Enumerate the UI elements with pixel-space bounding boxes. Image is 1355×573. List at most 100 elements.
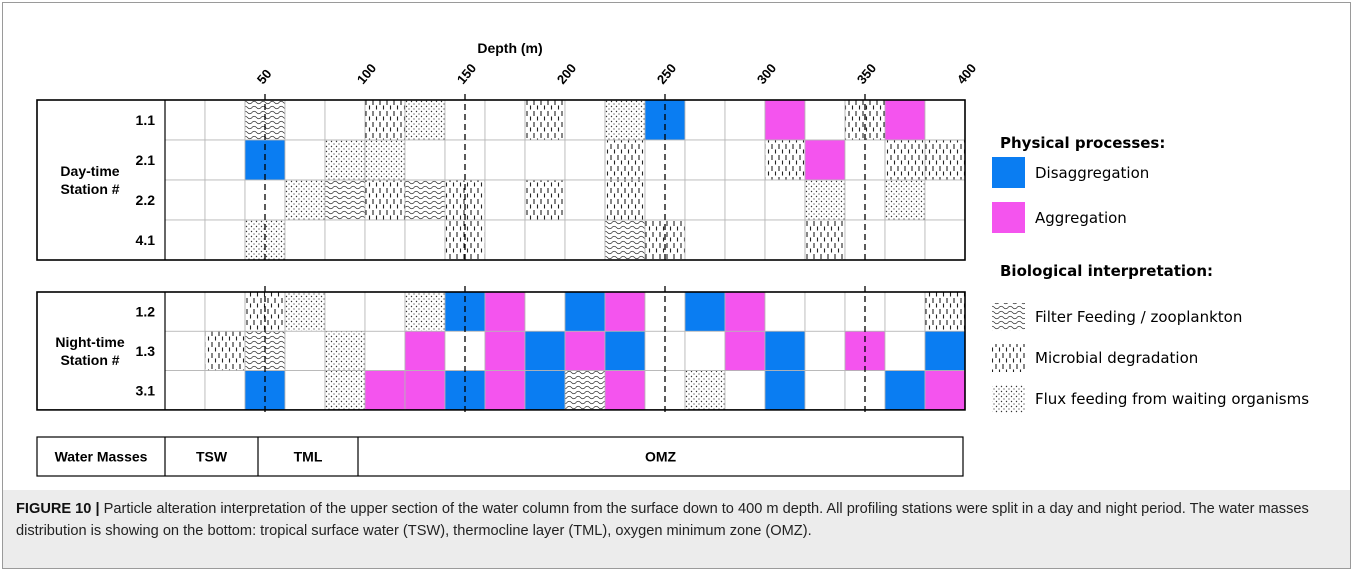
cell — [484, 139, 526, 181]
cell — [404, 370, 446, 411]
legend-label: Filter Feeding / zooplankton — [1035, 308, 1242, 326]
legend-swatch — [992, 344, 1025, 372]
cell — [804, 330, 846, 371]
cell — [804, 291, 846, 332]
station-label: 3.1 — [136, 382, 156, 398]
cell — [324, 291, 366, 332]
station-label: 2.1 — [136, 152, 156, 168]
cell — [284, 99, 326, 141]
panel-label: Day-time — [60, 163, 119, 179]
diagram: 50 100 150 200 250 300 350 400 1.1 2.1 2.2 4.1 Day-t… — [36, 61, 1309, 477]
axis-title: Depth (m) — [477, 40, 542, 56]
cell — [284, 330, 326, 371]
cell — [204, 179, 246, 221]
cell — [524, 139, 566, 181]
legend-swatch — [992, 202, 1025, 233]
cell — [724, 219, 766, 261]
cell — [604, 139, 646, 181]
legend-label: Microbial degradation — [1035, 349, 1198, 367]
depth-tick-label: 400 — [954, 61, 979, 87]
cell — [884, 291, 926, 332]
water-mass: TML — [294, 449, 323, 465]
cell — [604, 219, 646, 261]
cell — [884, 219, 926, 261]
cell — [924, 291, 966, 332]
cell — [204, 99, 246, 141]
panel-label: Night-time — [55, 334, 124, 350]
cell — [884, 99, 926, 141]
cell — [484, 219, 526, 261]
cell — [684, 370, 726, 411]
cell — [364, 330, 406, 371]
panel-label: Station # — [60, 352, 119, 368]
cell — [524, 179, 566, 221]
depth-tick-label: 350 — [854, 61, 879, 87]
legend-label: Aggregation — [1035, 209, 1127, 227]
legend-title: Biological interpretation: — [1000, 262, 1213, 280]
cell — [164, 370, 206, 411]
cell — [164, 179, 206, 221]
cell — [404, 99, 446, 141]
cell — [484, 179, 526, 221]
cell — [364, 291, 406, 332]
cell — [324, 139, 366, 181]
cell — [724, 99, 766, 141]
station-label: 1.1 — [136, 112, 156, 128]
cell — [924, 99, 966, 141]
caption: FIGURE 10 | Particle alteration interpre… — [3, 490, 1350, 568]
cell — [764, 179, 806, 221]
cell — [604, 330, 646, 371]
cell — [364, 99, 406, 141]
cell — [564, 291, 606, 332]
depth-tick-label: 250 — [654, 61, 679, 87]
legend-label: Disaggregation — [1035, 164, 1149, 182]
cell — [764, 99, 806, 141]
cell — [404, 139, 446, 181]
cell — [164, 219, 206, 261]
cell — [524, 291, 566, 332]
legend-swatch — [992, 385, 1025, 413]
caption-lead: FIGURE 10 | — [16, 501, 100, 517]
cell — [684, 219, 726, 261]
depth-tick-label: 50 — [254, 66, 275, 87]
cell — [804, 179, 846, 221]
cell — [684, 99, 726, 141]
cell — [484, 330, 526, 371]
legend-label: Flux feeding from waiting organisms — [1035, 390, 1309, 408]
cell — [604, 291, 646, 332]
cell — [884, 370, 926, 411]
cell — [724, 330, 766, 371]
cell — [164, 330, 206, 371]
cell — [764, 291, 806, 332]
cell — [324, 179, 366, 221]
cell — [164, 139, 206, 181]
cell — [684, 291, 726, 332]
legend-swatch — [992, 303, 1025, 331]
cell — [564, 99, 606, 141]
cell — [404, 291, 446, 332]
cell — [524, 219, 566, 261]
cell — [804, 99, 846, 141]
depth-tick-label: 150 — [454, 61, 479, 87]
panel-border — [36, 99, 966, 261]
cell — [724, 291, 766, 332]
cell — [164, 291, 206, 332]
cell — [564, 219, 606, 261]
cell — [684, 330, 726, 371]
cell — [324, 370, 366, 411]
cell — [324, 99, 366, 141]
panel-label: Station # — [60, 181, 119, 197]
cell — [924, 330, 966, 371]
depth-tick-label: 100 — [354, 61, 379, 87]
cell — [804, 219, 846, 261]
cell — [524, 370, 566, 411]
station-label: 1.3 — [136, 343, 156, 359]
water-mass-bar — [36, 436, 964, 477]
cell — [684, 179, 726, 221]
legend-title: Physical processes: — [1000, 134, 1165, 152]
cell — [884, 330, 926, 371]
cell — [204, 330, 246, 371]
station-label: 1.2 — [136, 304, 156, 320]
legend-swatch — [992, 157, 1025, 188]
cell — [204, 291, 246, 332]
